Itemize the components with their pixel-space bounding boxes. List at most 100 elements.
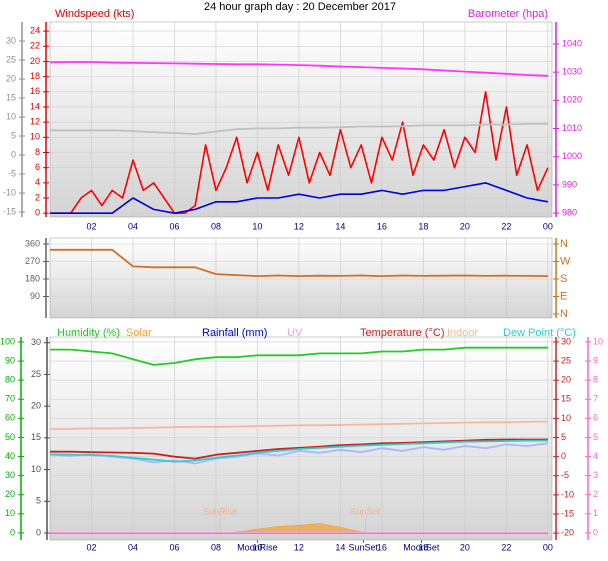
series-line	[50, 123, 548, 135]
y-tick-label: 5	[36, 496, 41, 506]
y-tick-label: 1010	[562, 123, 582, 133]
y-tick-label: 4	[593, 451, 598, 461]
x-tick-label: 04	[128, 542, 138, 552]
y-tick-label: 0	[561, 451, 566, 461]
y-tick-label: 20	[561, 375, 571, 385]
y-tick-label: 9	[593, 355, 598, 365]
y-tick-label: 24	[30, 25, 40, 35]
y-tick-label: 990	[562, 179, 577, 189]
y-tick-label: -10	[561, 489, 574, 499]
x-tick-label: 02	[86, 221, 96, 231]
y-tick-label: 10	[31, 464, 41, 474]
annotation: SunRise	[203, 506, 237, 516]
series-line	[49, 439, 548, 463]
y-tick-label: W	[560, 255, 571, 267]
series-line	[49, 420, 548, 430]
y-tick-label: S	[560, 273, 567, 285]
annotation: MoonSet	[403, 542, 440, 552]
y-tick-label: 6	[35, 162, 40, 172]
x-tick-label: 10	[252, 221, 262, 231]
x-tick-label: 22	[501, 542, 511, 552]
y-tick-label: 15	[561, 394, 571, 404]
y-tick-label: 4	[35, 177, 40, 187]
x-tick-label: 04	[128, 221, 138, 231]
y-tick-label: 0	[11, 149, 16, 159]
y-tick-label: 10	[5, 508, 15, 518]
y-tick-label: -15	[561, 508, 574, 518]
y-tick-label: 10	[561, 413, 571, 423]
x-tick-label: 06	[169, 221, 179, 231]
plot-area	[49, 21, 553, 218]
legend-entry: Dew Point (°C)	[503, 327, 576, 339]
series-line	[50, 346, 548, 366]
legend-entry: Indoor	[447, 327, 479, 339]
y-tick-label: 22	[30, 41, 40, 51]
y-tick-label: 80	[5, 375, 15, 385]
y-tick-label: 25	[31, 369, 41, 379]
y-tick-label: 100	[0, 336, 15, 346]
legend-entry: Rainfall (mm)	[202, 327, 267, 339]
x-tick-label: 00	[543, 221, 553, 231]
y-tick-label: 270	[25, 256, 40, 266]
y-tick-label: 14	[30, 101, 40, 111]
y-tick-label: 20	[5, 489, 15, 499]
y-tick-label: 20	[31, 401, 41, 411]
legend-entry: Solar	[126, 327, 152, 339]
annotation: MoonRise	[237, 542, 278, 552]
x-tick-label: 02	[86, 542, 96, 552]
x-tick-label: 18	[418, 221, 428, 231]
y-tick-label: 5	[11, 130, 16, 140]
y-tick-label: 6	[593, 413, 598, 423]
chart-title: 24 hour graph day : 20 December 2017	[204, 1, 396, 13]
y-tick-label: -5	[8, 168, 16, 178]
y-tick-label: 0	[35, 208, 40, 218]
y-tick-label: 10	[593, 336, 603, 346]
x-tick-label: 00	[543, 542, 553, 552]
x-tick-label: 18	[418, 542, 428, 552]
series-line	[50, 248, 548, 277]
y-tick-label: 90	[30, 291, 40, 301]
y-tick-label: 30	[5, 470, 15, 480]
y-tick-label: 90	[5, 355, 15, 365]
y-tick-label: 30	[31, 337, 41, 347]
plot-area	[49, 336, 553, 541]
y-tick-label: 980	[562, 207, 577, 217]
legend-entry: Humidity (%)	[57, 327, 120, 339]
y-tick-label: 360	[25, 238, 40, 248]
x-tick-label: 22	[501, 221, 511, 231]
y-tick-label: 2	[593, 489, 598, 499]
y-tick-label: 2	[35, 192, 40, 202]
y-tick-label: -15	[3, 206, 16, 216]
y-tick-label: 30	[6, 35, 16, 45]
plot-area	[49, 237, 553, 319]
y-tick-label: 10	[30, 132, 40, 142]
y-tick-label: 0	[593, 527, 598, 537]
y-tick-label: N	[560, 308, 568, 320]
y-tick-label: 40	[5, 451, 15, 461]
x-tick-label: 14	[335, 542, 345, 552]
y-tick-label: 1040	[562, 38, 582, 48]
y-tick-label: 25	[561, 355, 571, 365]
y-tick-label: 50	[5, 432, 15, 442]
y-tick-label: 18	[30, 71, 40, 81]
y-tick-label: 3	[593, 470, 598, 480]
x-tick-label: 12	[294, 221, 304, 231]
y-tick-label: N	[560, 238, 568, 250]
y-tick-label: 1030	[562, 67, 582, 77]
y-tick-label: 10	[6, 111, 16, 121]
x-tick-label: 14	[335, 221, 345, 231]
y-tick-label: 5	[593, 432, 598, 442]
x-tick-label: 08	[211, 542, 221, 552]
y-tick-label: 1000	[562, 151, 582, 161]
y-tick-label: 16	[30, 86, 40, 96]
y-tick-label: 70	[5, 394, 15, 404]
y-tick-label: 30	[561, 336, 571, 346]
x-tick-label: 16	[377, 221, 387, 231]
legend-entry: Temperature (°C)	[360, 327, 444, 339]
y-tick-label: 180	[25, 273, 40, 283]
y-tick-label: 5	[561, 432, 566, 442]
x-tick-label: 10	[252, 542, 262, 552]
series-line	[50, 91, 549, 214]
y-tick-label: -20	[561, 527, 574, 537]
